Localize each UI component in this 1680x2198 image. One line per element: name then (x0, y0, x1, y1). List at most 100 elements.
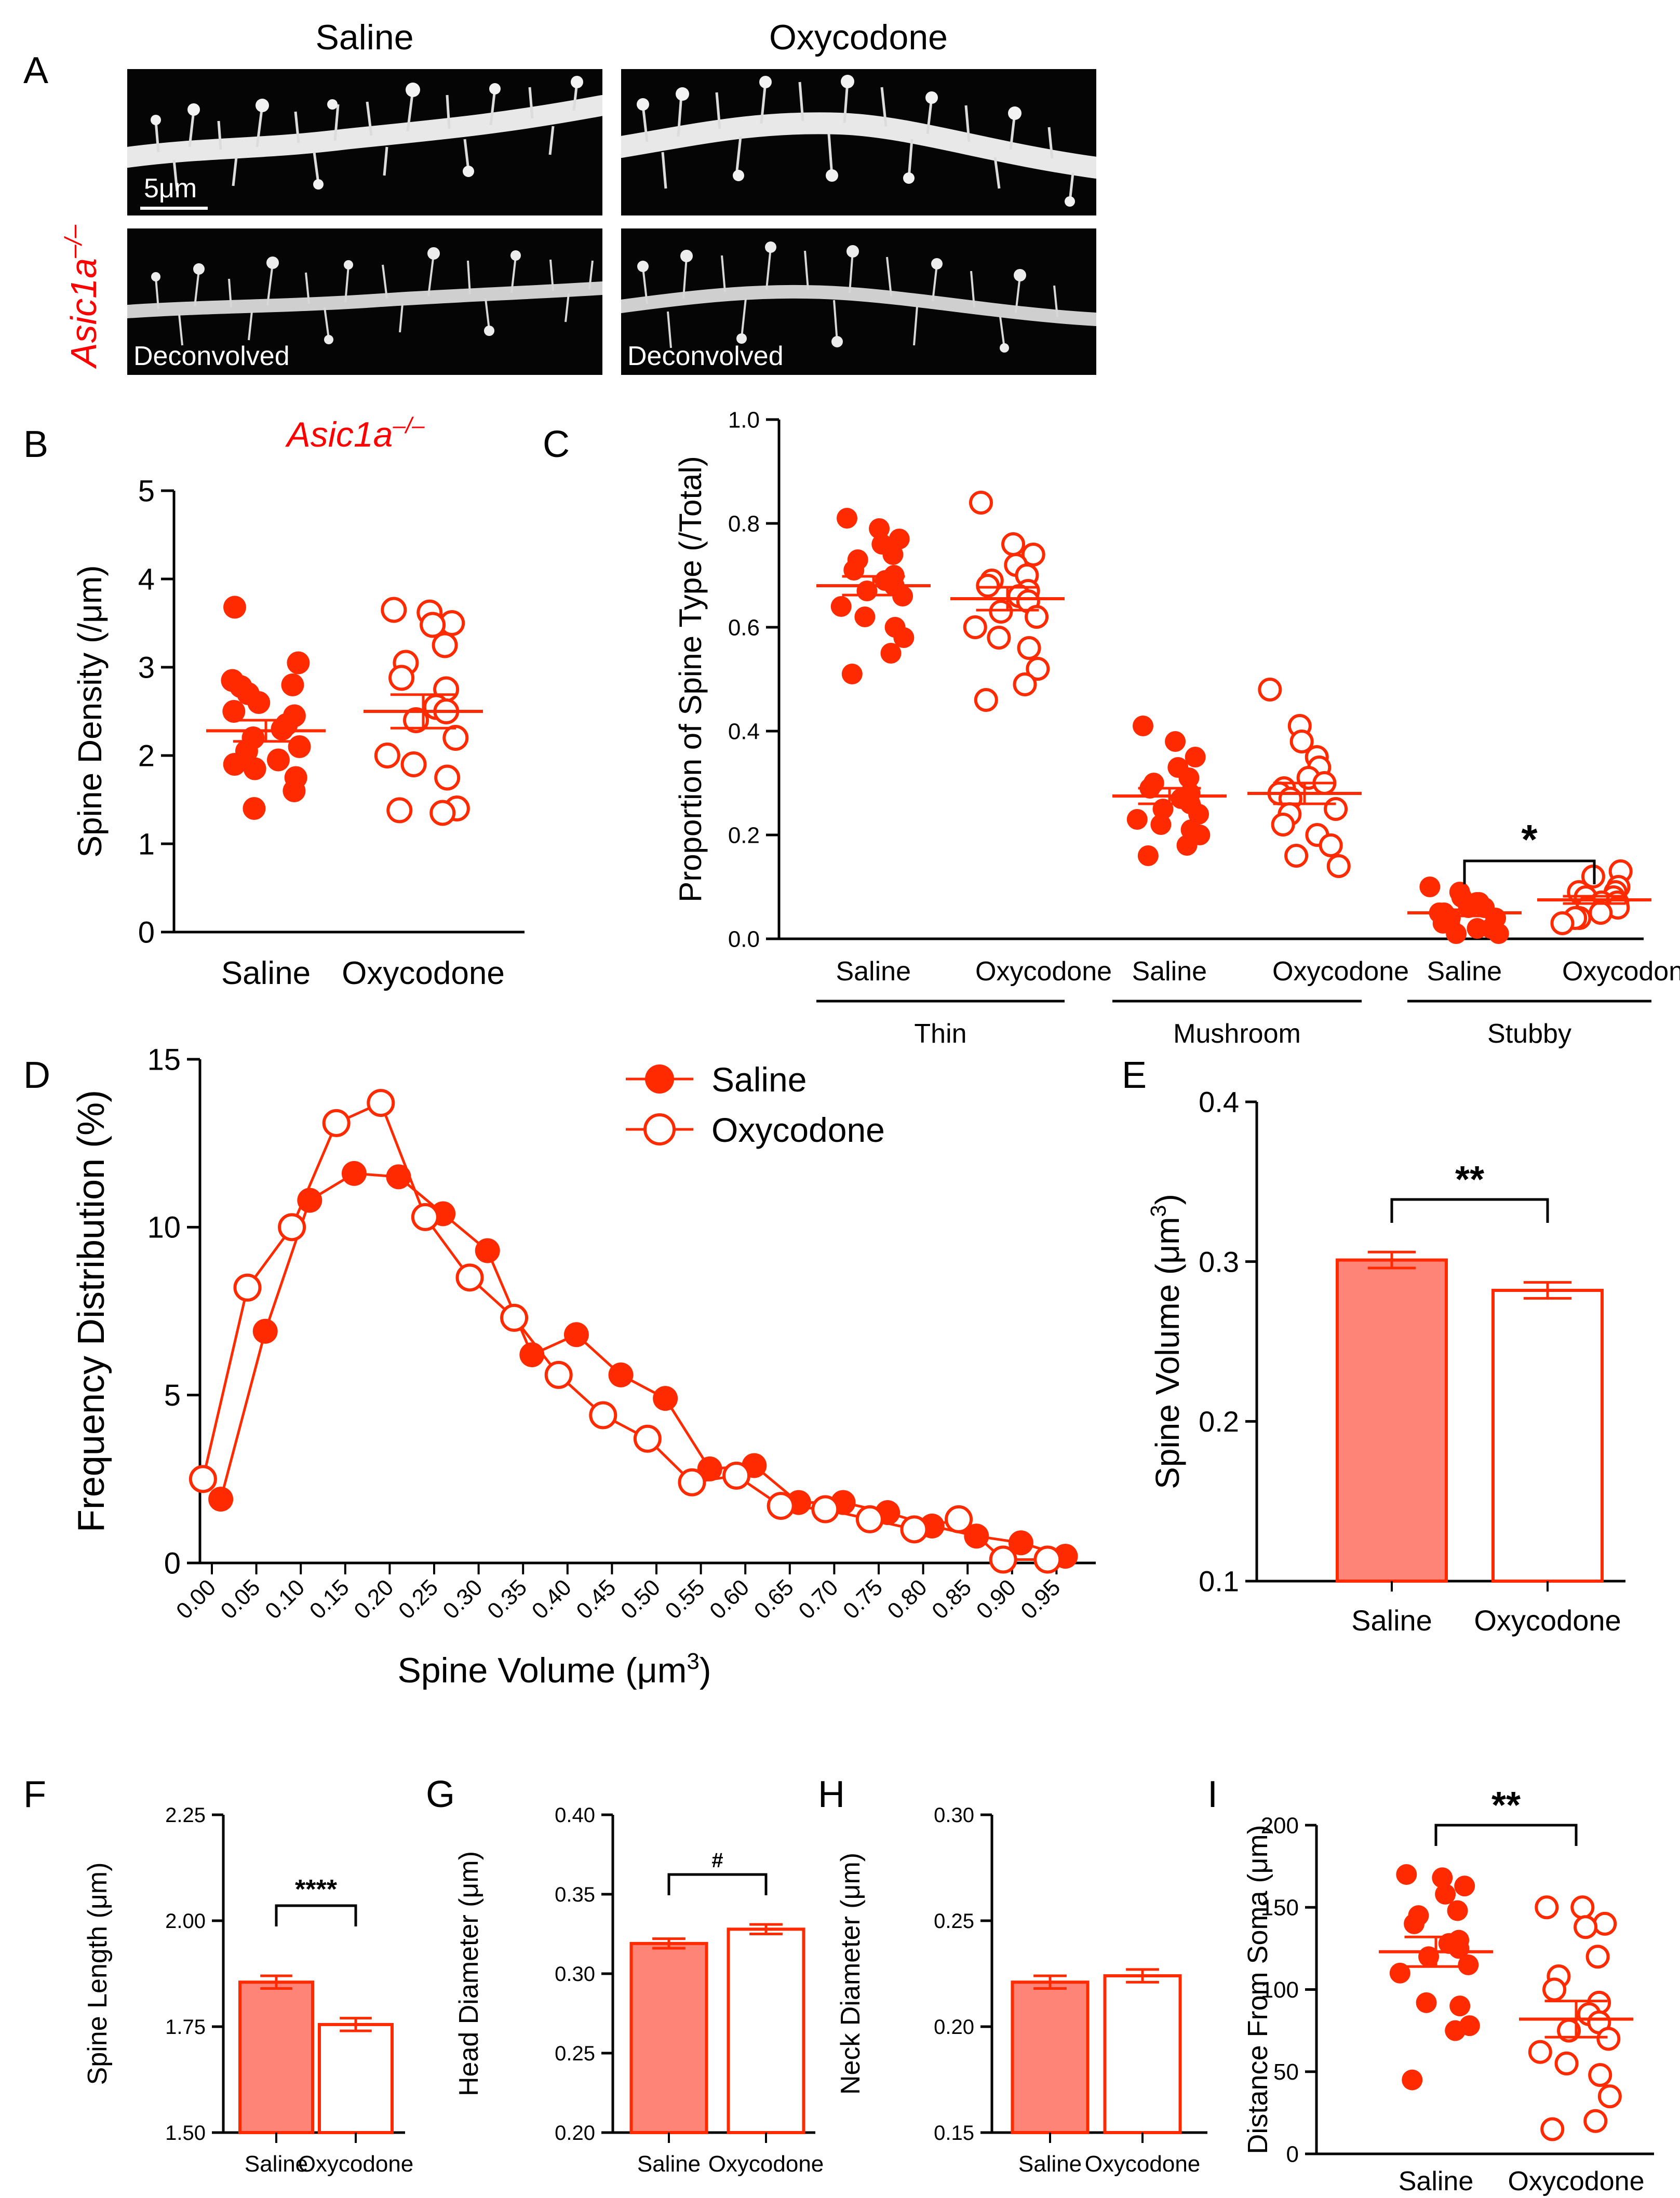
data-point (1396, 1864, 1417, 1885)
y-tick-label: 50 (1273, 2059, 1299, 2085)
scale-bar-label: 5μm (144, 173, 197, 204)
data-point (500, 1303, 529, 1332)
significance-bracket (1390, 1198, 1549, 1223)
data-point (381, 597, 407, 623)
y-axis-title: Proportion of Spine Type (/Total) (673, 456, 708, 902)
deconvolved-label: Deconvolved (133, 341, 290, 371)
legend-label: Saline (711, 1060, 807, 1099)
chart-d-frequency-distribution: 0 5 10 15 Frequency Distribution (%) 0.000.05… (71, 1043, 1096, 1690)
y-tick-label: 0.1 (1199, 1565, 1239, 1598)
x-tick-label: 0.40 (527, 1574, 576, 1624)
y-axis-title-end: ) (1149, 1194, 1186, 1205)
data-point (963, 615, 987, 639)
data-point (1289, 730, 1314, 753)
data-point (243, 757, 266, 780)
data-point (341, 1161, 367, 1186)
x-tick-label: Oxycodone (1474, 1604, 1621, 1637)
data-point (1404, 1913, 1425, 1934)
data-point (882, 544, 904, 565)
panel-letter-h: H (818, 1774, 845, 1815)
significance-label: ** (1455, 1159, 1484, 1201)
data-point (1013, 672, 1037, 696)
x-tick-label: 0.95 (1016, 1574, 1065, 1624)
data-point (1137, 845, 1159, 866)
chart-f-spine-length: 1.50 1.75 2.00 2.25 Spine Length (μm) SalineO… (83, 1804, 413, 2177)
dendrite-image (127, 247, 602, 346)
data-point (678, 1468, 706, 1496)
y-axis-title: Spine Length (μm) (83, 1863, 113, 2085)
data-point (442, 725, 469, 751)
panel-a-title-saline: Saline (315, 18, 413, 57)
data-point (841, 664, 863, 684)
y-tick-label: 5 (138, 474, 155, 508)
y-tick-label: 0 (164, 1546, 181, 1580)
data-point (1550, 911, 1575, 935)
data-point (1458, 1954, 1479, 1976)
data-point (893, 627, 915, 648)
legend-label: Oxycodone (711, 1111, 885, 1149)
panel-a-genotype: Asic1a–/– (60, 225, 104, 369)
panel-letter-d: D (23, 1055, 50, 1096)
data-point (855, 1505, 884, 1533)
y-axis-title-sup: 3 (1146, 1205, 1170, 1217)
chart-c-spine-type: 0.0 0.2 0.4 0.6 0.8 1.0 Proportion of Spine Ty… (673, 407, 1680, 1049)
x-axis-title: Spine Volume (μm3) (397, 1649, 711, 1690)
data-point (880, 643, 902, 664)
panel-a-title-oxycodone: Oxycodone (769, 18, 948, 57)
data-point (223, 753, 246, 776)
data-point (247, 691, 271, 714)
data-point (271, 718, 294, 740)
data-point (1150, 814, 1172, 835)
data-point (1488, 923, 1509, 944)
significance-bracket (1463, 859, 1596, 884)
x-tick-label: 0.55 (660, 1574, 709, 1624)
y-tick-label: 0.3 (1199, 1245, 1239, 1278)
y-tick-label: 0.30 (934, 1804, 974, 1827)
y-tick-label: 0.8 (728, 511, 760, 536)
x-tick-label: Saline (1427, 956, 1502, 987)
x-tick-label: 0.15 (305, 1574, 354, 1624)
x-tick-label: Oxycodone (975, 956, 1112, 987)
y-tick-label: 0.25 (555, 2042, 595, 2065)
data-point (243, 797, 266, 820)
data-point (1132, 716, 1153, 736)
data-point (288, 735, 311, 758)
data-point (281, 673, 304, 696)
micrograph-saline-raw: 5μm (127, 69, 602, 215)
x-tick-label: Saline (245, 2151, 308, 2177)
x-tick-label: 0.00 (171, 1574, 221, 1624)
y-tick-label: 100 (1261, 1977, 1299, 2003)
data-point (455, 1263, 484, 1292)
y-tick-label: 0.0 (728, 926, 760, 952)
micrograph-saline-deconvolved: Deconvolved (127, 228, 602, 375)
significance-label: # (711, 1849, 723, 1872)
data-point (1528, 2040, 1552, 2064)
data-point (544, 1360, 573, 1389)
data-point (989, 600, 1013, 624)
data-point (367, 1089, 395, 1117)
micrograph-oxycodone-raw (621, 69, 1096, 215)
data-point (1574, 1915, 1598, 1939)
data-point (633, 1424, 662, 1453)
data-point (830, 596, 852, 617)
data-point (222, 700, 246, 723)
data-point (1165, 731, 1186, 752)
legend-marker (645, 1064, 674, 1094)
x-tick-label: 0.70 (794, 1574, 843, 1624)
x-tick-label: 0.30 (438, 1574, 487, 1624)
x-tick-label: Saline (221, 955, 311, 991)
x-tick-label: Saline (1018, 2151, 1082, 2177)
data-point (233, 1273, 262, 1302)
y-tick-label: 0.40 (555, 1804, 595, 1827)
data-point (400, 751, 427, 777)
y-tick-label: 1.75 (165, 2016, 206, 2039)
data-point (252, 1318, 278, 1344)
y-tick-label: 5 (164, 1379, 181, 1412)
data-point (1542, 1977, 1567, 2002)
data-point (1448, 1938, 1470, 1959)
x-axis-title-text: Spine Volume (μm (397, 1651, 687, 1690)
data-point (1021, 543, 1045, 567)
data-point (1435, 1883, 1456, 1905)
data-point (1589, 901, 1613, 925)
